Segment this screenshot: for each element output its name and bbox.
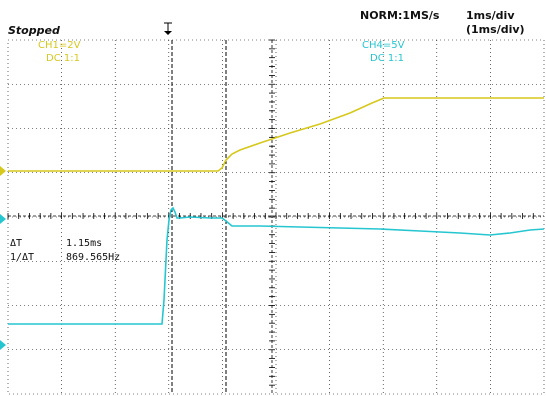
- ch1-coupling-label: DC 1:1: [46, 53, 80, 64]
- ch1-ground-marker[interactable]: [0, 166, 6, 176]
- ch4-level-marker[interactable]: [0, 214, 6, 224]
- delta-t-label: ΔT: [10, 238, 22, 249]
- ch4-coupling-label: DC 1:1: [370, 53, 404, 64]
- frequency-label: 1/ΔT: [10, 252, 34, 263]
- trigger-position-icon: [164, 22, 172, 35]
- graticule-border: [7, 39, 545, 395]
- graticule: [7, 39, 545, 395]
- scope-header: Stopped NORM:1MS/s 1ms/div (1ms/div): [0, 0, 546, 38]
- ch1-scale-label: CH1=2V: [38, 40, 81, 51]
- delta-t-value: 1.15ms: [66, 238, 102, 249]
- ch4-trace: [8, 206, 545, 325]
- timebase-readout: 1ms/div: [466, 9, 515, 22]
- frequency-value: 869.565Hz: [66, 252, 120, 263]
- ch4-scale-label: CH4=5V: [362, 40, 405, 51]
- ch1-trace: [8, 97, 544, 172]
- acquisition-mode: NORM:1MS/s: [360, 9, 440, 22]
- timebase-secondary-readout: (1ms/div): [466, 23, 525, 36]
- ch4-ground-marker[interactable]: [0, 340, 6, 350]
- acquisition-status: Stopped: [8, 24, 60, 37]
